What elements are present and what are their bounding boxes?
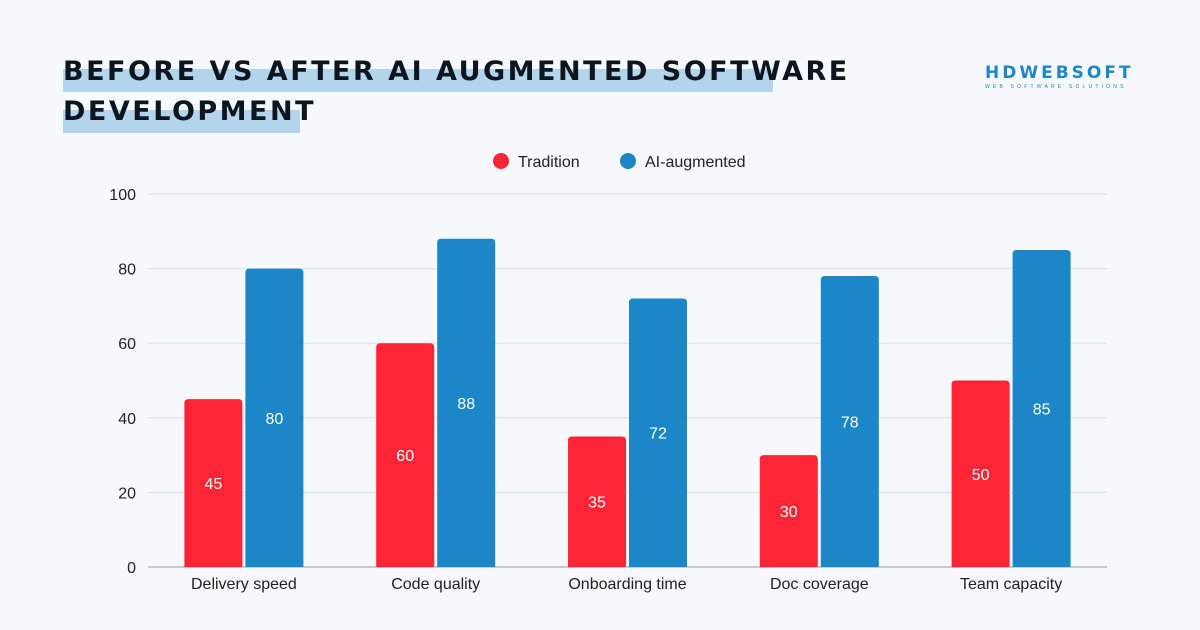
bar-ai-augmented xyxy=(245,268,304,567)
bar-tradition xyxy=(184,399,243,567)
data-label: 45 xyxy=(205,476,223,493)
y-tick-label: 40 xyxy=(118,411,136,428)
bar-tradition xyxy=(568,436,626,567)
title-highlight xyxy=(63,69,773,92)
legend-marker xyxy=(620,153,636,169)
data-label: 72 xyxy=(649,426,667,443)
y-tick-label: 0 xyxy=(127,560,136,577)
x-tick-label: Delivery speed xyxy=(191,576,297,593)
data-label: 60 xyxy=(396,448,414,465)
bar-ai-augmented xyxy=(1012,249,1071,567)
chart-title-line-1: BEFORE VS AFTER AI AUGMENTED SOFTWARE xyxy=(63,56,850,87)
data-label: 85 xyxy=(1033,401,1051,418)
y-tick-label: 80 xyxy=(118,262,136,279)
legend-label: Tradition xyxy=(518,154,580,171)
data-label: 50 xyxy=(972,467,990,484)
bar-tradition xyxy=(759,455,818,567)
legend-marker xyxy=(493,153,509,169)
bar-ai-augmented xyxy=(437,238,496,567)
hdwebsoft-logo: HDWEBSOFT WEB SOFTWARE SOLUTIONS xyxy=(985,63,1134,90)
data-label: 30 xyxy=(780,504,798,521)
data-label: 35 xyxy=(588,495,606,512)
y-tick-label: 60 xyxy=(118,336,136,353)
bar-tradition xyxy=(376,343,435,567)
y-tick-label: 20 xyxy=(118,485,136,502)
bar-ai-augmented xyxy=(820,276,879,567)
legend-label: AI-augmented xyxy=(645,154,746,171)
logo-tagline: WEB SOFTWARE SOLUTIONS xyxy=(985,84,1127,90)
data-label: 78 xyxy=(841,415,859,432)
data-label: 88 xyxy=(457,396,475,413)
title-highlight xyxy=(63,110,300,133)
bar-ai-augmented xyxy=(629,298,687,567)
logo-name: HDWEBSOFT xyxy=(985,63,1134,83)
bar-tradition xyxy=(951,380,1010,567)
data-label: 80 xyxy=(266,411,284,428)
chart-title-line-2: DEVELOPMENT xyxy=(63,96,317,127)
x-tick-label: Doc coverage xyxy=(770,576,869,593)
x-tick-label: Onboarding time xyxy=(568,576,686,593)
y-tick-label: 100 xyxy=(109,187,136,204)
x-tick-label: Code quality xyxy=(391,576,480,593)
x-tick-label: Team capacity xyxy=(960,576,1062,593)
